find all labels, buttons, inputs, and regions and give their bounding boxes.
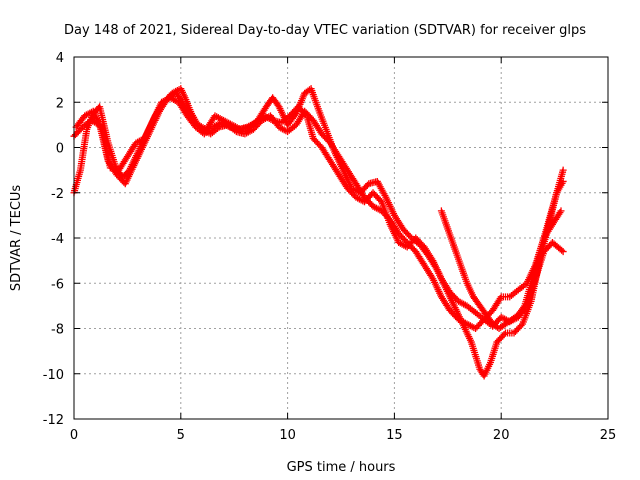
grid [74,57,608,419]
x-tick-label: 20 [493,428,510,443]
data-point [517,321,525,329]
data-point [520,303,528,311]
x-tick-label: 10 [279,428,296,443]
y-tick-label: 2 [56,96,64,111]
data-point [559,177,567,185]
x-tick-label: 5 [177,428,185,443]
x-tick-label: 0 [70,428,78,443]
data-point [558,246,566,254]
y-tick-label: -6 [51,277,64,292]
data-point [559,248,567,256]
chart-title: Day 148 of 2021, Sidereal Day-to-day VTE… [64,23,586,38]
data-point [301,110,309,118]
series-4 [437,177,567,332]
data-point [376,196,384,204]
y-tick-label: -10 [43,368,64,383]
y-tick-label: -2 [51,187,64,202]
data-point [559,166,567,174]
data-points [70,85,567,380]
data-point [557,207,565,215]
data-point [500,331,508,339]
y-tick-label: 0 [56,142,64,157]
axis-ticks: 0 5 10 15 20 25 -12 -10 -8 -6 -4 -2 0 2 4 [43,51,617,443]
x-tick-label: 15 [386,428,403,443]
x-tick-label: 25 [600,428,617,443]
y-tick-label: 4 [56,51,64,66]
y-axis-label: SDTVAR / TECUs [9,185,24,292]
x-axis-label: GPS time / hours [287,460,396,475]
y-tick-label: -8 [51,323,64,338]
y-tick-label: -4 [51,232,64,247]
y-tick-label: -12 [43,413,64,428]
